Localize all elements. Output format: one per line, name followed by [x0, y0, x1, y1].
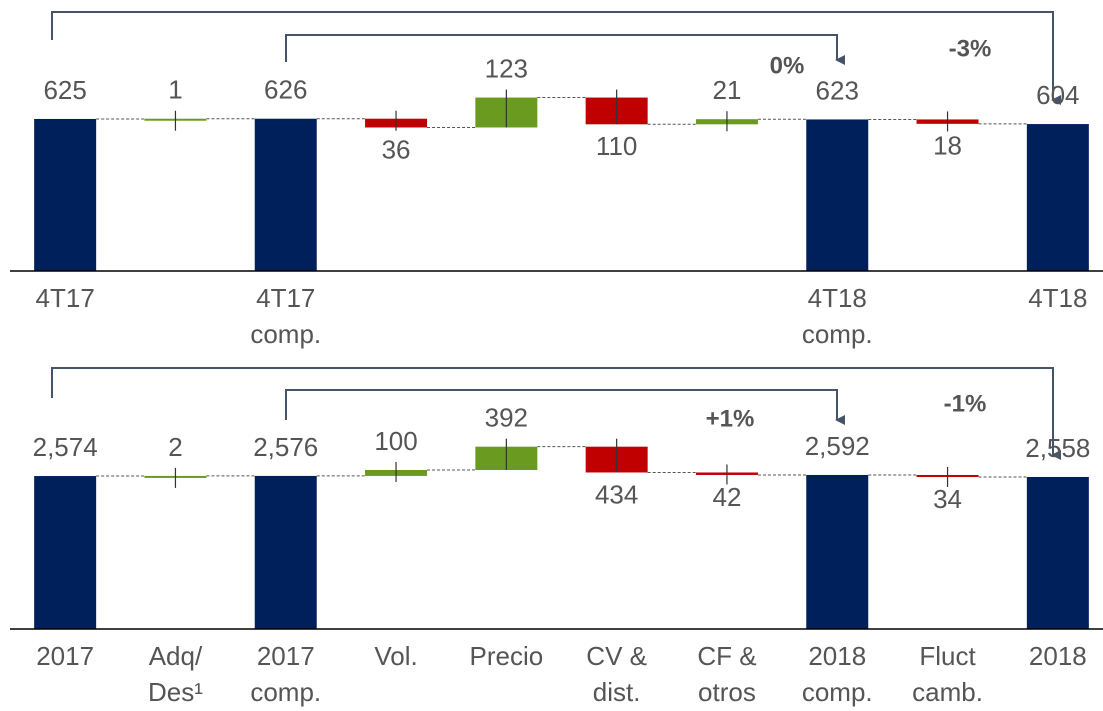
x-tick-label: CF & otros	[697, 641, 756, 707]
value-label: 100	[374, 426, 417, 456]
bar	[254, 118, 317, 271]
value-label: 2,574	[33, 432, 98, 462]
annotation: -1%	[944, 390, 987, 417]
bracket	[285, 34, 845, 65]
x-tick-label: 2017 comp.	[250, 641, 321, 707]
x-tick-label: 2018 comp.	[802, 641, 873, 707]
value-label: 623	[816, 75, 859, 105]
x-tick-label: 4T18	[1028, 283, 1087, 313]
x-tick-label: 2017	[36, 641, 94, 671]
value-label: 392	[485, 403, 528, 433]
value-label: 36	[382, 134, 411, 164]
bracket	[285, 389, 845, 425]
value-label: 123	[485, 53, 528, 83]
x-tick-label: Adq/Des¹	[148, 641, 203, 707]
value-label: 2	[168, 432, 182, 462]
x-tick-label: Fluct camb.	[912, 641, 983, 707]
annotation: 0%	[770, 52, 805, 79]
x-tick-label: 4T18 comp.	[802, 283, 873, 349]
value-label: 1	[168, 75, 182, 105]
bar	[254, 475, 317, 629]
value-label: 42	[712, 482, 741, 512]
x-tick-label: 2018	[1029, 641, 1087, 671]
bar	[806, 474, 869, 629]
value-label: 2,592	[805, 431, 870, 461]
bar	[34, 118, 97, 271]
value-label: 625	[43, 75, 86, 105]
bar	[1026, 476, 1089, 629]
x-tick-label: Vol.	[374, 641, 417, 671]
value-label: 34	[933, 484, 962, 514]
value-label: 434	[595, 479, 638, 509]
x-tick-label: 4T17 comp.	[250, 283, 321, 349]
x-tick-label: CV & dist.	[586, 641, 647, 707]
value-label: 604	[1036, 80, 1079, 110]
annotation: -3%	[949, 35, 992, 62]
x-tick-label: Precio	[469, 641, 543, 671]
value-label: 2,558	[1025, 433, 1090, 463]
bar	[34, 476, 97, 629]
bar	[806, 119, 869, 272]
bar	[1026, 124, 1089, 271]
value-label: 626	[264, 75, 307, 105]
value-label: 2,576	[253, 432, 318, 462]
value-label: 110	[596, 131, 637, 161]
bracket	[51, 11, 1061, 105]
value-label: 18	[933, 131, 962, 161]
x-tick-label: 4T17	[36, 283, 95, 313]
annotation: +1%	[706, 405, 755, 432]
bracket	[51, 367, 1061, 460]
value-label: 21	[712, 75, 741, 105]
